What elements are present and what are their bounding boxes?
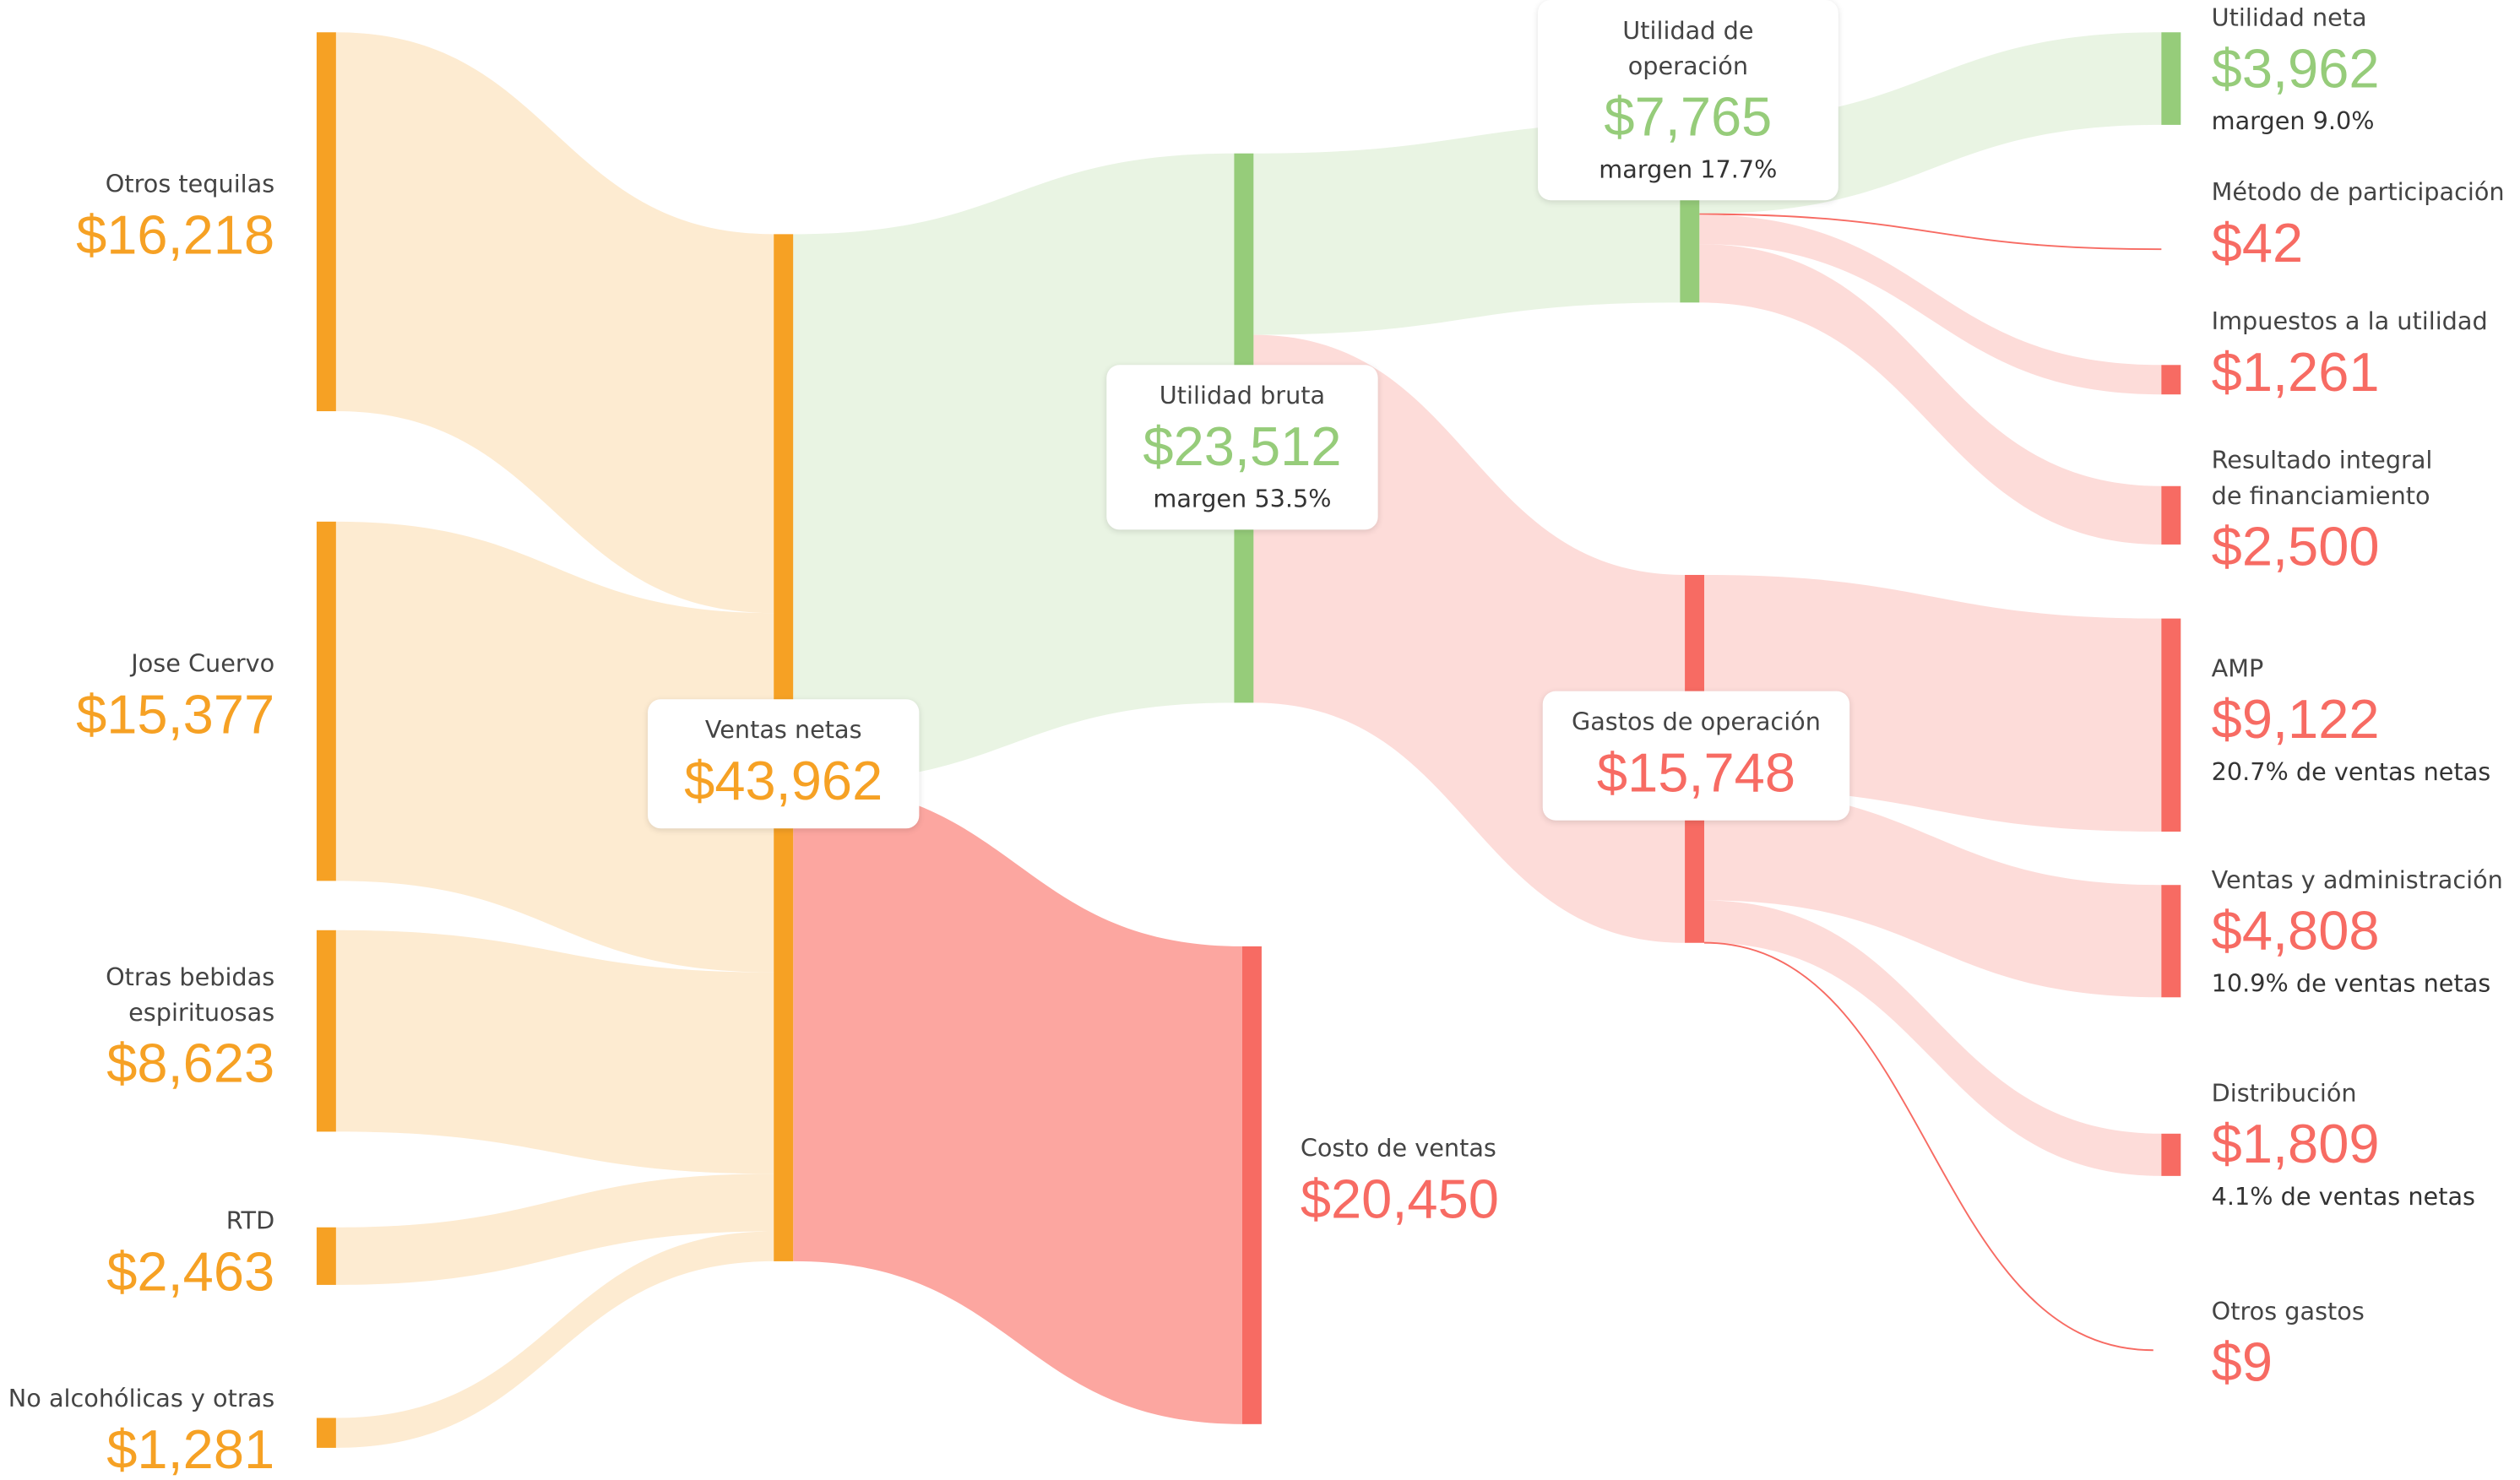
link [793,153,1235,784]
node-value: $1,261 [2211,342,2380,404]
node-label: Utilidad de operación $7,765 margen 17.7% [1538,0,1838,201]
node-value: $9 [2211,1332,2273,1394]
node-bar [2161,365,2181,395]
node-note: margen 9.0% [2211,106,2375,136]
node-value: $7,765 [1604,87,1773,149]
node-value: $15,377 [76,685,275,746]
node-value: $16,218 [76,204,275,267]
node-bar [316,32,336,412]
node-name: RTD [225,1206,275,1236]
node-bar [2161,618,2181,832]
node-name: Utilidad de operación [1622,16,1754,81]
node-value: $1,281 [106,1419,275,1480]
node-name: Jose Cuervo [131,648,275,679]
link [1699,244,2162,545]
node-name: Otros gastos [2211,1296,2365,1326]
node-value: $1,809 [2211,1114,2380,1176]
node-note: margen 53.5% [1153,484,1332,514]
node-value: $3,962 [2211,38,2380,100]
node-value: $23,512 [1143,416,1342,479]
node-label: Ventas y administración $4,808 10.9% de ve… [2212,862,2503,1001]
node-name: Gastos de operación [1571,707,1821,737]
node-label: Método de participación $42 [2212,175,2505,278]
node-name: Ventas y administración [2211,865,2503,895]
node-name: Método de participación [2211,177,2505,207]
node-note: 4.1% de ventas netas [2211,1182,2476,1212]
link [335,930,774,1174]
node-name: AMP [2211,653,2264,684]
node-label: Otros gastos $9 [2212,1293,2365,1396]
node-bar [316,1418,336,1448]
node-name: Otros tequilas [105,169,275,199]
link [793,783,1242,1424]
node-bar [2161,885,2181,998]
node-note: margen 17.7% [1599,155,1778,185]
node-name: Ventas netas [704,715,862,745]
node-name: Utilidad neta [2211,3,2367,33]
node-value: $4,808 [2211,901,2380,963]
node-bar [2161,1133,2181,1176]
node-value: $20,450 [1300,1168,1499,1231]
node-name: Impuestos a la utilidad [2211,306,2488,336]
node-name: Distribución [2211,1078,2357,1109]
node-label: Distribución $1,809 4.1% de ventas netas [2212,1076,2475,1215]
link [335,1231,774,1448]
node-label: Utilidad neta $3,962 margen 9.0% [2212,0,2380,139]
node-name: Utilidad bruta [1159,381,1326,410]
node-label: Jose Cuervo $15,377 [76,646,274,749]
node-label: Costo de ventas $20,450 [1301,1130,1499,1233]
node-label: Ventas netas $43,962 [648,699,920,829]
link [1704,788,2162,998]
node-name: Costo de ventas [1300,1133,1496,1163]
node-value: $15,748 [1596,742,1796,805]
node-label: Gastos de operación $15,748 [1542,691,1850,821]
node-label: Otras bebidas espirituosas $8,623 [65,959,275,1098]
link [1704,941,2153,1352]
node-value: $42 [2211,213,2304,275]
node-name: Otras bebidas espirituosas [106,962,275,1027]
link [1704,900,2162,1176]
node-bar [2161,32,2181,125]
node-label: AMP $9,122 20.7% de ventas netas [2212,651,2491,790]
link [335,1174,774,1285]
node-bar [2161,485,2181,545]
node-name: No alcohólicas y otras [8,1384,275,1413]
node-value: $2,463 [106,1241,275,1304]
node-bar [316,1227,336,1285]
node-bar [316,930,336,1132]
node-note: 10.9% de ventas netas [2211,968,2491,999]
node-value: $9,122 [2211,689,2380,751]
link [1699,213,2162,251]
node-note: 20.7% de ventas netas [2211,757,2491,787]
node-label: Utilidad bruta $23,512 margen 53.5% [1106,365,1378,530]
node-label: Otros tequilas $16,218 [76,166,274,269]
node-value: $43,962 [684,751,883,813]
node-bar [316,521,336,881]
node-label: Resultado integral de financiamiento $2,5… [2212,442,2470,582]
node-name: Resultado integral de financiamiento [2211,445,2433,511]
link [1699,214,2162,395]
node-label: No alcohólicas y otras $1,281 [8,1380,274,1480]
node-label: Impuestos a la utilidad $1,261 [2212,304,2488,407]
node-bar [1241,946,1262,1424]
node-value: $8,623 [106,1033,275,1095]
node-label: RTD $2,463 [106,1203,274,1306]
link [335,32,774,614]
node-value: $2,500 [2211,517,2380,578]
link [335,521,774,973]
